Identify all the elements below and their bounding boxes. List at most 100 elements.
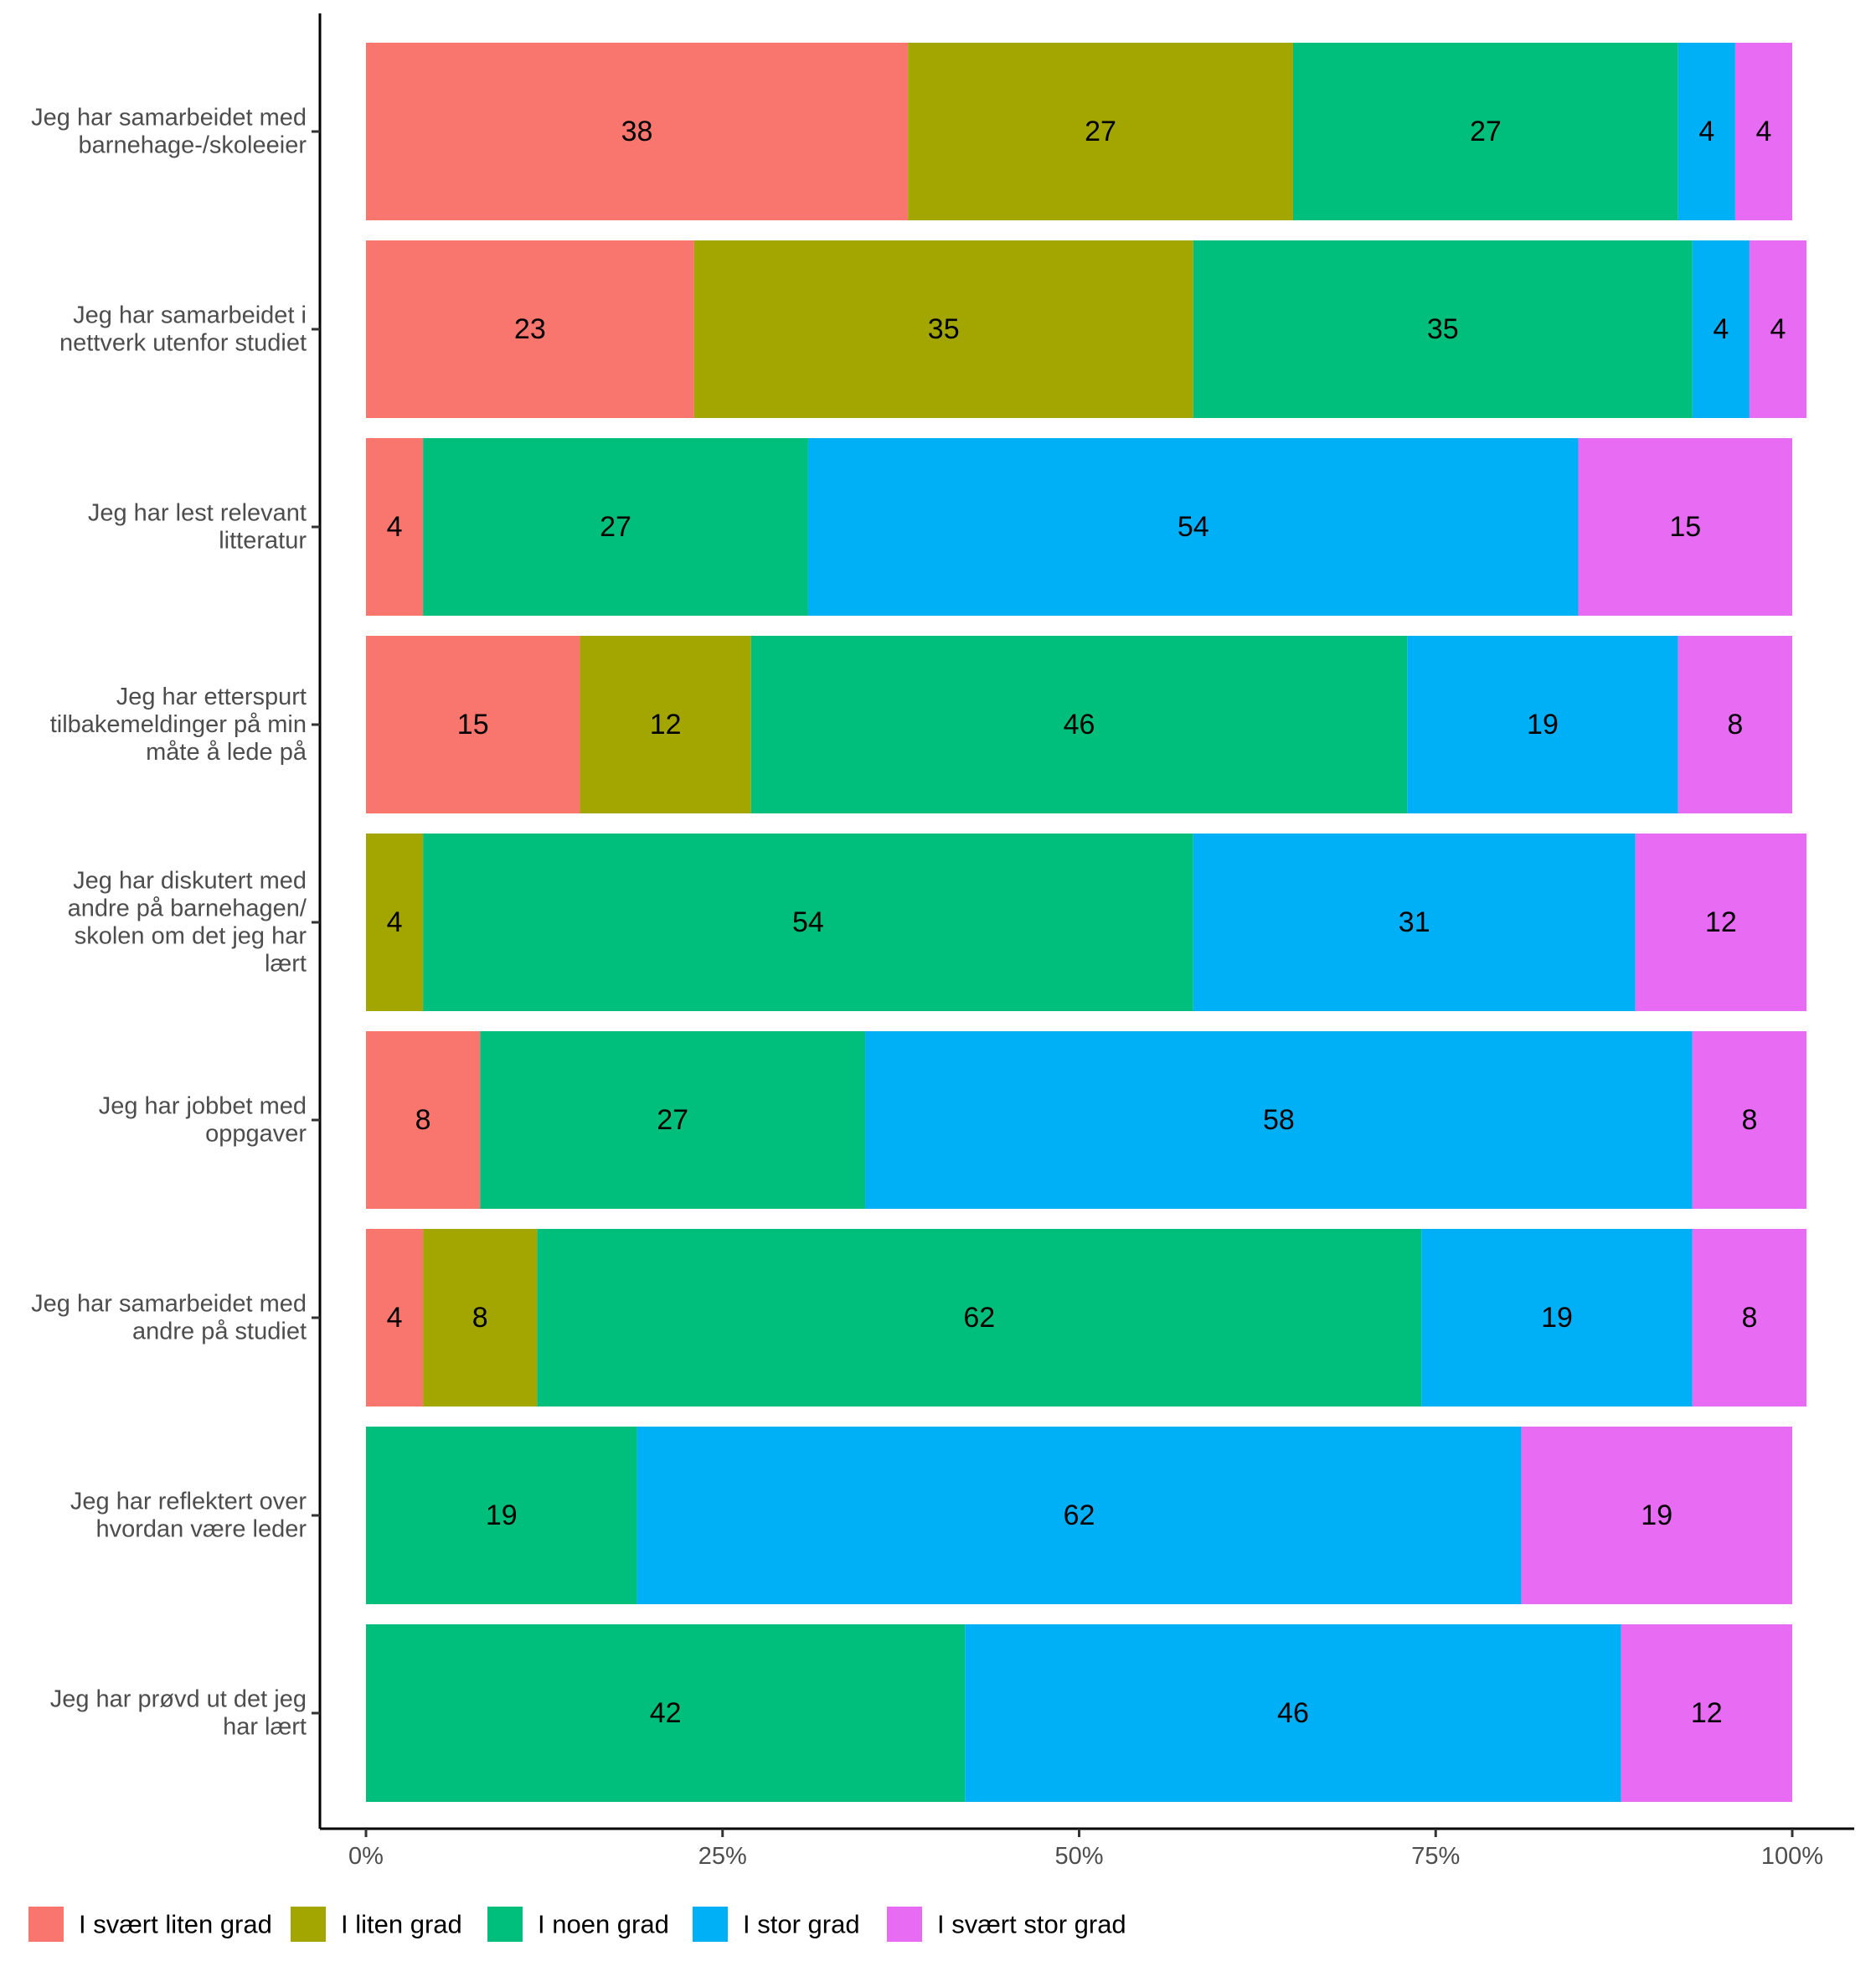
bar-segment [1749, 240, 1807, 418]
bar-value-label: 8 [415, 1104, 431, 1136]
y-tick-label-line: måte å lede på [146, 739, 307, 766]
bar-value-label: 27 [657, 1104, 688, 1136]
y-tick-label-line: Jeg har reflektert over [70, 1489, 307, 1515]
legend-item: I svært stor grad [887, 1907, 1126, 1942]
bar-value-label: 23 [514, 313, 546, 345]
y-tick-label-line: nettverk utenfor studiet [59, 330, 307, 357]
y-tick-label-line: Jeg har etterspurt [116, 684, 307, 710]
bar-value-label: 8 [1741, 1104, 1757, 1136]
legend-key [291, 1907, 326, 1942]
bar-value-label: 12 [650, 709, 682, 741]
bar-segment [366, 1031, 481, 1209]
bar-segment [1692, 1031, 1807, 1209]
legend-item: I liten grad [291, 1907, 462, 1942]
x-tick-label: 100% [1761, 1843, 1823, 1870]
bar-segment [1678, 43, 1735, 220]
bar-segment [807, 438, 1579, 616]
bar-segment [1621, 1624, 1792, 1802]
bar-segment [1421, 1229, 1693, 1406]
legend-item: I noen grad [487, 1907, 669, 1942]
bar-value-label: 46 [1277, 1697, 1309, 1729]
legend-label: I stor grad [743, 1910, 860, 1939]
bar-segment [1578, 438, 1792, 616]
bar-segment [423, 834, 1193, 1011]
bar-value-label: 42 [650, 1697, 682, 1729]
x-tick-label: 50% [1054, 1843, 1103, 1870]
bar-segment [865, 1031, 1693, 1209]
legend-label: I liten grad [341, 1910, 462, 1939]
bar-value-label: 27 [1470, 116, 1502, 147]
bar-segment [580, 636, 751, 813]
legend-item: I stor grad [693, 1907, 860, 1942]
y-tick-label-line: Jeg har jobbet med [99, 1093, 307, 1120]
legend-label: I svært stor grad [937, 1910, 1126, 1939]
bar-segment [1407, 636, 1678, 813]
bar-value-label: 31 [1399, 906, 1430, 938]
bar-value-label: 27 [600, 511, 631, 543]
bar-value-label: 58 [1263, 1104, 1295, 1136]
x-tick-label: 75% [1411, 1843, 1460, 1870]
y-tick-label-line: Jeg har samarbeidet i [73, 302, 307, 329]
legend-key [487, 1907, 523, 1942]
bar-value-label: 8 [1727, 709, 1743, 741]
legend-key [28, 1907, 64, 1942]
bar-value-label: 62 [1064, 1499, 1095, 1531]
bar-segment [1692, 1229, 1807, 1406]
bar-value-label: 38 [621, 116, 653, 147]
legend: I svært liten grad I liten grad I noen gra… [28, 1907, 1126, 1942]
bar-value-label: 46 [1064, 709, 1095, 741]
bar-value-label: 8 [1741, 1302, 1757, 1334]
y-tick-label-line: Jeg har lest relevant [88, 500, 307, 527]
bar-segment [1692, 240, 1750, 418]
bar-value-label: 4 [1698, 116, 1714, 147]
y-tick-label-line: andre på studiet [132, 1319, 307, 1345]
bar-segment [366, 1427, 637, 1604]
bar-segment [366, 636, 580, 813]
legend-key [887, 1907, 922, 1942]
bar-value-label: 54 [1178, 511, 1209, 543]
y-tick-label: Jeg har samarbeidet medbarnehage-/skolee… [31, 105, 307, 159]
bar-segment [366, 1624, 966, 1802]
bar-value-label: 62 [963, 1302, 995, 1334]
x-tick-label: 25% [698, 1843, 747, 1870]
bar-value-label: 19 [1527, 709, 1559, 741]
bar-segment [1521, 1427, 1792, 1604]
bar-segment [366, 438, 424, 616]
bar-segment [636, 1427, 1522, 1604]
bars-layer [366, 43, 1807, 1802]
bar-value-label: 4 [387, 1302, 403, 1334]
bar-value-label: 4 [387, 511, 403, 543]
bar-value-label: 35 [928, 313, 960, 345]
bar-segment [1292, 43, 1678, 220]
y-tick-label-line: Jeg har prøvd ut det jeg [50, 1686, 307, 1713]
bar-segment [1193, 240, 1693, 418]
bar-value-label: 19 [1541, 1302, 1573, 1334]
y-tick-label-line: tilbakemeldinger på min [50, 711, 307, 738]
bar-segment [750, 636, 1408, 813]
legend-label: I noen grad [538, 1910, 669, 1939]
bar-value-label: 4 [387, 906, 403, 938]
bar-value-label: 12 [1691, 1697, 1723, 1729]
legend-item: I svært liten grad [28, 1907, 272, 1942]
bar-segment [1193, 834, 1636, 1011]
y-tick-label-line: har lært [223, 1714, 307, 1741]
y-tick-label-line: skolen om det jeg har [75, 923, 307, 950]
bar-segment [423, 438, 808, 616]
bar-value-label: 35 [1427, 313, 1459, 345]
data-labels-layer: 38 27 27 4 4 23 35 35 4 4 4 27 54 15 15 12 46 19 8 4 54 31 12 8… [387, 116, 1786, 1729]
bar-segment [480, 1031, 866, 1209]
bar-value-label: 19 [486, 1499, 518, 1531]
bar-segment [366, 834, 424, 1011]
bar-segment [366, 240, 694, 418]
bar-value-label: 4 [1713, 313, 1729, 345]
bar-segment [1734, 43, 1792, 220]
